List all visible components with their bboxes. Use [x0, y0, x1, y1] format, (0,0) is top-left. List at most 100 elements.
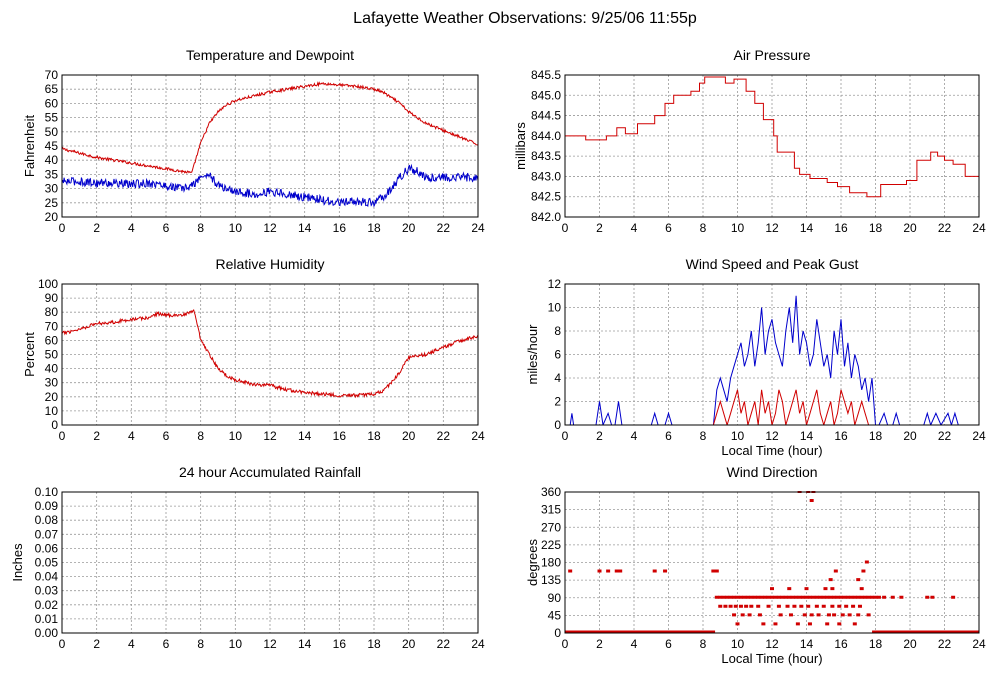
data-point: [738, 595, 743, 599]
data-point: [863, 595, 868, 599]
data-point: [832, 595, 837, 599]
data-point: [714, 595, 719, 599]
data-point: [597, 569, 602, 573]
x-tick-label: 2: [596, 637, 603, 651]
data-point: [787, 587, 792, 591]
x-tick-label: 24: [471, 637, 485, 651]
x-tick-label: 10: [229, 429, 243, 443]
data-point: [766, 604, 771, 608]
data-point: [857, 604, 862, 608]
gridlines: [564, 74, 980, 218]
plot-area: [565, 76, 979, 198]
data-point: [852, 595, 857, 599]
x-tick-label: 0: [59, 637, 66, 651]
data-point: [802, 613, 807, 617]
data-point: [745, 595, 750, 599]
y-tick-label: 50: [45, 348, 59, 362]
data-point: [870, 595, 875, 599]
data-point: [859, 595, 864, 599]
plot-frame: [564, 491, 980, 634]
x-tick-label: 6: [665, 429, 672, 443]
series-line-red: [62, 309, 478, 399]
data-point: [663, 569, 668, 573]
x-tick-label: 16: [333, 221, 347, 235]
y-tick-label: 0.06: [35, 541, 59, 555]
data-point: [735, 595, 740, 599]
x-tick-label: 24: [972, 429, 986, 443]
tick-labels: 0 2 4 6 8 10 12 14 16 18 20 22 24842.0842.5843.0843.…: [531, 68, 986, 235]
x-tick-label: 8: [197, 429, 204, 443]
data-point: [788, 613, 793, 617]
data-point: [801, 595, 806, 599]
x-tick-label: 24: [972, 637, 986, 651]
data-point: [792, 604, 797, 608]
data-point: [752, 595, 757, 599]
data-point: [606, 569, 611, 573]
tick-labels: 0 2 4 6 8 10 12 14 16 18 20 22 240459013518022527031…: [541, 485, 986, 651]
y-tick-label: 8: [554, 324, 561, 338]
gridlines: [564, 283, 980, 426]
x-tick-label: 8: [700, 429, 707, 443]
plot-area: [565, 491, 979, 633]
data-point: [866, 613, 871, 617]
data-point: [828, 595, 833, 599]
data-point: [785, 604, 790, 608]
plot-frame: [61, 491, 479, 634]
data-point: [766, 595, 771, 599]
x-tick-label: 4: [631, 429, 638, 443]
x-tick-label: 24: [471, 429, 485, 443]
data-point: [735, 622, 740, 626]
data-point: [832, 613, 837, 617]
data-point: [756, 595, 761, 599]
x-tick-label: 20: [402, 221, 416, 235]
x-tick-label: 16: [834, 221, 848, 235]
y-tick-label: 12: [548, 277, 562, 291]
data-point: [811, 595, 816, 599]
x-tick-label: 0: [59, 221, 66, 235]
data-point: [778, 613, 783, 617]
y-tick-label: 842.0: [531, 210, 561, 224]
chart-title: 24 hour Accumulated Rainfall: [179, 464, 361, 480]
x-tick-label: 4: [128, 221, 135, 235]
data-point: [833, 569, 838, 573]
x-tick-label: 14: [298, 221, 312, 235]
x-tick-label: 2: [596, 429, 603, 443]
x-tick-label: 8: [700, 637, 707, 651]
tick-labels: 0 2 4 6 8 10 12 14 16 18 20 22 242025303540455055606…: [45, 68, 485, 235]
y-axis-label: miles/hour: [525, 324, 540, 385]
y-tick-label: 845.5: [531, 68, 561, 82]
data-point: [839, 595, 843, 599]
y-tick-label: 844.0: [531, 129, 561, 143]
plot-frame: [564, 74, 980, 218]
data-point: [925, 595, 930, 599]
x-axis-label: Local Time (hour): [721, 651, 822, 666]
x-tick-label: 14: [800, 637, 814, 651]
data-point: [852, 622, 857, 626]
data-point: [723, 604, 728, 608]
x-tick-label: 10: [731, 221, 745, 235]
data-point: [809, 499, 814, 503]
x-tick-label: 12: [263, 221, 277, 235]
x-tick-label: 22: [437, 637, 451, 651]
data-point: [783, 595, 788, 599]
y-tick-label: 0.04: [35, 570, 59, 584]
x-tick-label: 8: [700, 221, 707, 235]
y-tick-label: 0.10: [35, 485, 59, 499]
y-tick-label: 0.03: [35, 584, 59, 598]
data-point: [844, 604, 849, 608]
x-tick-label: 16: [834, 429, 848, 443]
data-point: [821, 595, 826, 599]
data-point: [740, 613, 745, 617]
y-tick-label: 60: [45, 333, 59, 347]
y-tick-label: 135: [541, 573, 561, 587]
data-point: [742, 595, 747, 599]
y-tick-label: 0.01: [35, 612, 59, 626]
y-tick-label: 70: [45, 319, 59, 333]
x-tick-label: 12: [765, 221, 779, 235]
y-tick-label: 4: [554, 371, 561, 385]
data-point: [856, 578, 861, 582]
data-point: [749, 595, 754, 599]
data-point: [618, 569, 623, 573]
